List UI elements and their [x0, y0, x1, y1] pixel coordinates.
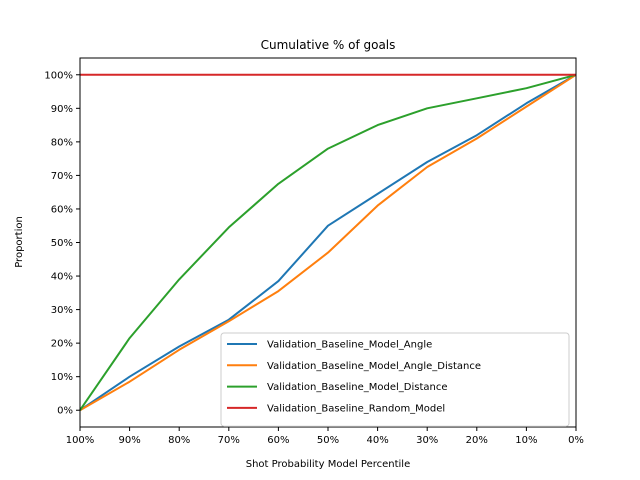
x-tick-label: 20%: [466, 435, 488, 446]
x-axis-label: Shot Probability Model Percentile: [246, 459, 410, 470]
y-tick-label: 30%: [51, 305, 73, 316]
y-tick-label: 20%: [51, 339, 73, 350]
y-tick-label: 60%: [51, 204, 73, 215]
legend-label: Validation_Baseline_Model_Angle: [267, 340, 432, 351]
series-line-1: [79, 73, 577, 412]
legend-label: Validation_Baseline_Random_Model: [267, 403, 445, 414]
series-line-2: [79, 73, 577, 412]
y-tick-label: 70%: [51, 171, 73, 182]
y-axis-label: Proportion: [14, 216, 25, 268]
y-tick-label: 90%: [51, 104, 73, 115]
x-tick-label: 40%: [366, 435, 388, 446]
x-tick-label: 70%: [218, 435, 240, 446]
y-axis: 0% 10% 20% 30% 40% 50% 60% 70% 80% 90% 100%: [44, 70, 80, 417]
y-tick-label: 80%: [51, 137, 73, 148]
x-tick-label: 50%: [317, 435, 339, 446]
y-tick-label: 50%: [51, 238, 73, 249]
x-axis: 100% 90% 80% 70% 60% 50% 40% 30% 20% 10% 0%: [66, 427, 584, 446]
series-layer: [79, 73, 577, 412]
x-tick-label: 0%: [568, 435, 584, 446]
y-tick-label: 100%: [44, 70, 73, 81]
series-line-3: [79, 73, 577, 411]
legend: Validation_Baseline_Model_Angle Validatio…: [220, 332, 570, 427]
y-tick-label: 0%: [57, 406, 73, 417]
legend-box: [220, 332, 570, 427]
x-tick-label: 10%: [515, 435, 537, 446]
x-tick-label: 60%: [267, 435, 289, 446]
y-tick-label: 10%: [51, 372, 73, 383]
x-tick-label: 100%: [66, 435, 95, 446]
x-tick-label: 90%: [118, 435, 140, 446]
legend-label: Validation_Baseline_Model_Angle_Distance: [267, 361, 481, 372]
x-tick-label: 30%: [416, 435, 438, 446]
chart-title: Cumulative % of goals: [261, 38, 396, 52]
y-tick-label: 40%: [51, 272, 73, 283]
legend-label: Validation_Baseline_Model_Distance: [267, 382, 448, 393]
x-tick-label: 80%: [168, 435, 190, 446]
